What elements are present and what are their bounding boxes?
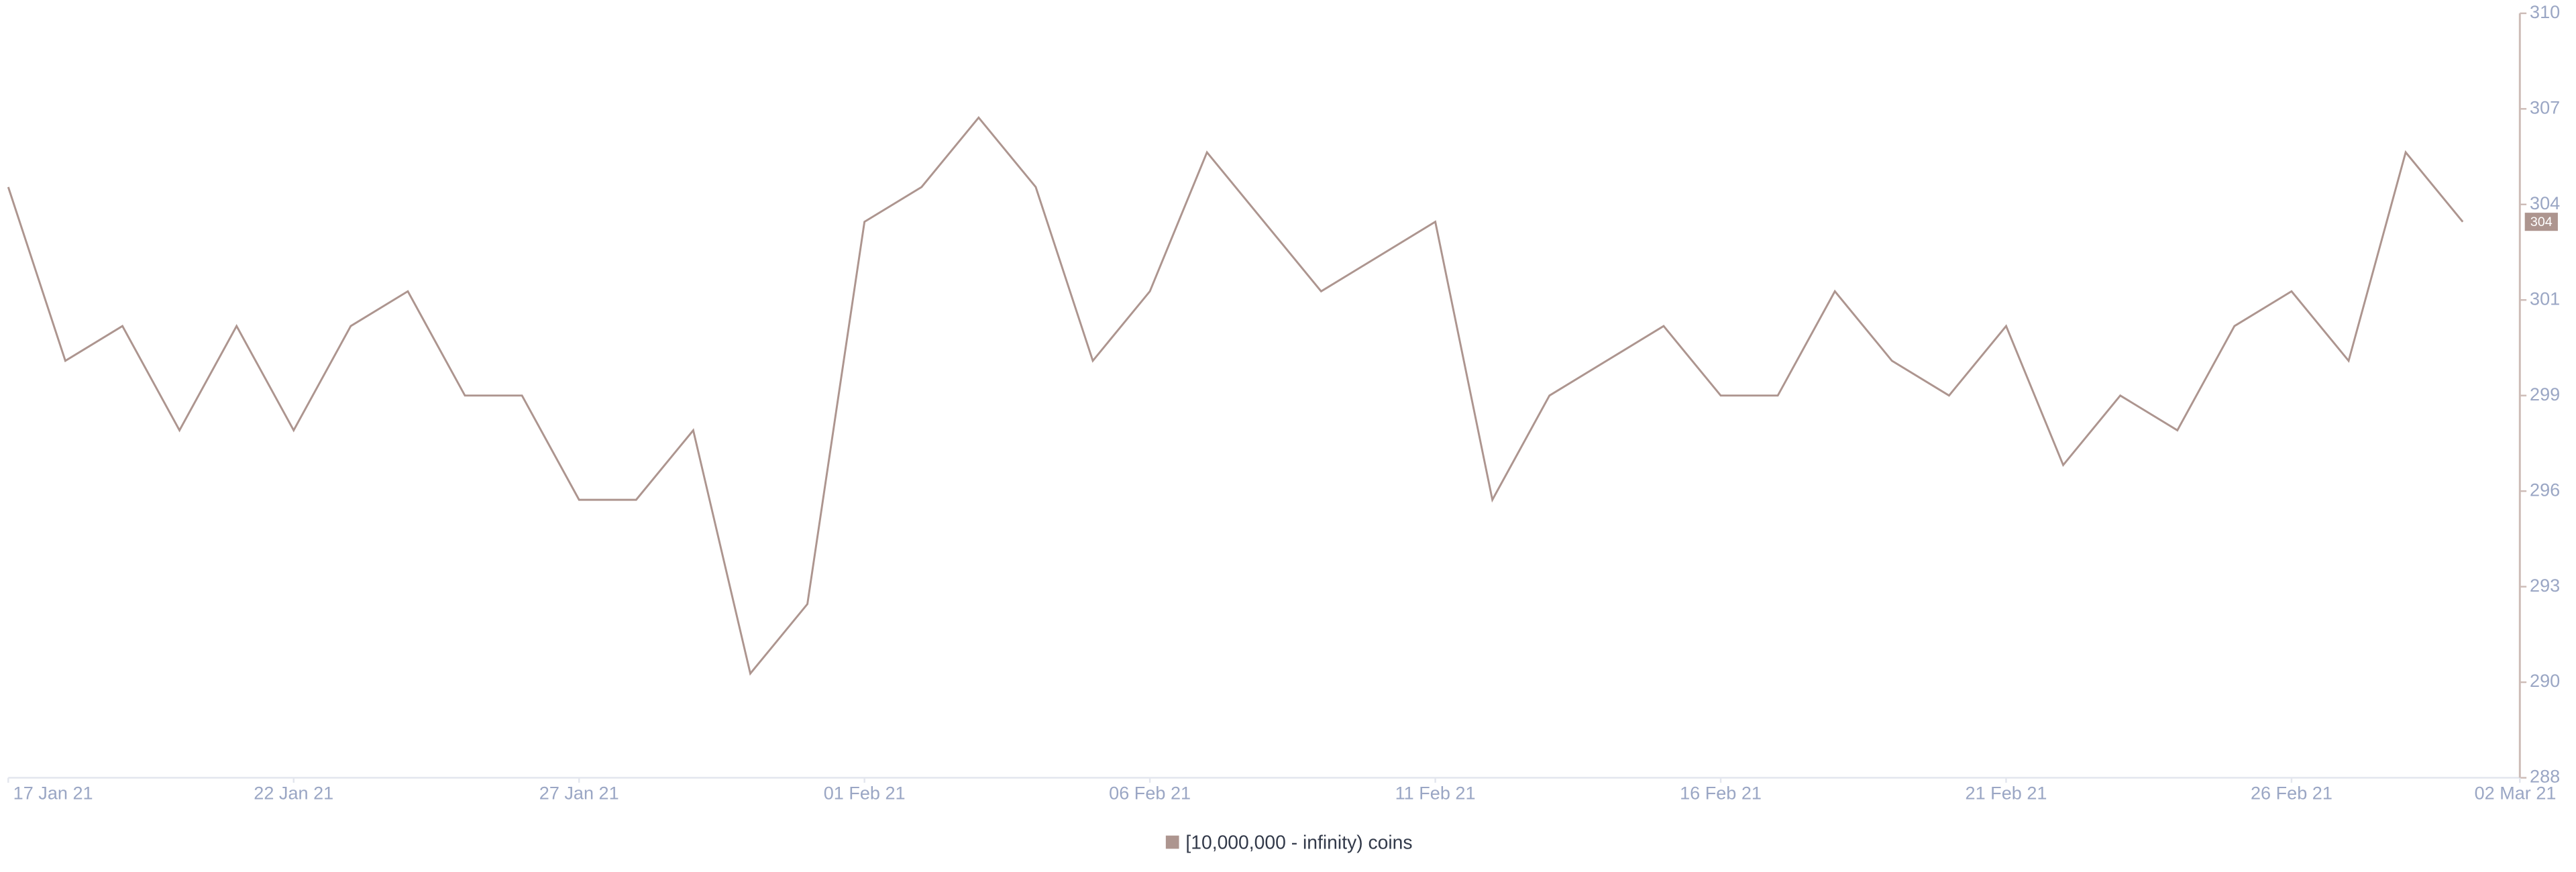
x-tick-label: 22 Jan 21 — [254, 782, 333, 803]
x-tick-label: 16 Feb 21 — [1680, 782, 1762, 803]
y-tick-label: 293 — [2530, 575, 2560, 596]
y-tick-label: 288 — [2530, 766, 2560, 787]
x-tick-label: 06 Feb 21 — [1109, 782, 1191, 803]
x-tick-label: 01 Feb 21 — [824, 782, 906, 803]
x-tick-label: 11 Feb 21 — [1395, 782, 1476, 803]
x-tick-label: 02 Mar 21 — [2475, 782, 2557, 803]
y-tick-label: 307 — [2530, 97, 2560, 117]
y-tick-label: 296 — [2530, 479, 2560, 500]
y-tick-label: 301 — [2530, 288, 2560, 309]
y-tick-label: 299 — [2530, 384, 2560, 404]
last-value-badge — [2524, 213, 2558, 231]
legend-swatch — [1165, 835, 1179, 849]
x-tick-label: 17 Jan 21 — [13, 782, 93, 803]
series-line — [7, 115, 2464, 676]
legend-label: [10,000,000 - infinity) coins — [1185, 831, 1412, 853]
x-tick-label: 27 Jan 21 — [539, 782, 619, 803]
x-tick-label: 21 Feb 21 — [1966, 782, 2047, 803]
y-tick-label: 310 — [2530, 1, 2560, 22]
x-tick-label: 26 Feb 21 — [2251, 782, 2332, 803]
last-value-label: 304 — [2530, 215, 2553, 229]
y-tick-label: 290 — [2530, 670, 2560, 691]
y-tick-label: 304 — [2530, 193, 2560, 213]
